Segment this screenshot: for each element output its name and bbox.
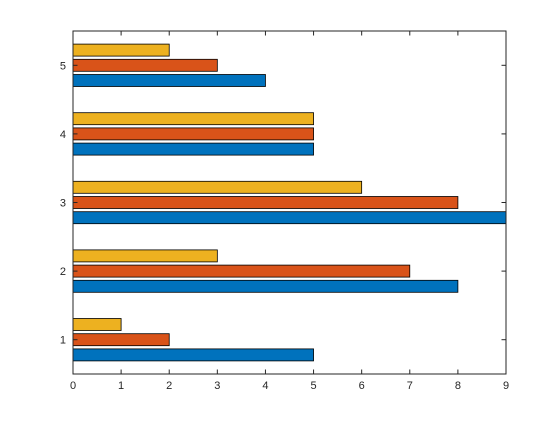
x-tick-label: 0 (70, 380, 76, 392)
ticks-layer (72, 31, 507, 374)
bar-series3-cat1 (72, 318, 122, 331)
bar-series2-cat1 (72, 333, 170, 347)
x-tick-label: 5 (310, 380, 316, 392)
tick-labels-layer: 0 1 2 3 4 5 6 7 8 9 1 2 3 4 5 (60, 60, 509, 392)
bar-series3-cat4 (72, 112, 314, 126)
bars-layer (72, 43, 507, 362)
bar-series3-cat5 (72, 43, 170, 57)
bar-series3-cat3 (72, 180, 363, 194)
x-tick-label: 8 (455, 380, 461, 392)
bar-series2-cat2 (72, 264, 411, 278)
bar-series2-cat5 (72, 58, 218, 72)
x-tick-label: 2 (166, 380, 172, 392)
x-tick-label: 3 (214, 380, 220, 392)
x-tick-label: 1 (118, 380, 124, 392)
bar-series1-cat5 (72, 74, 266, 87)
y-tick-label: 2 (60, 266, 66, 278)
x-tick-label: 9 (503, 380, 509, 392)
bar-series1-cat3 (72, 211, 507, 225)
y-tick-label: 5 (60, 60, 66, 72)
bar-series1-cat4 (72, 142, 314, 156)
y-tick-label: 1 (60, 335, 66, 347)
bar-series1-cat2 (72, 279, 459, 293)
bar-series2-cat4 (72, 127, 314, 141)
x-tick-label: 7 (407, 380, 413, 392)
bar-series2-cat3 (72, 196, 459, 209)
x-tick-label: 4 (262, 380, 268, 392)
bar-series1-cat1 (72, 348, 314, 362)
y-tick-label: 4 (60, 129, 66, 141)
x-tick-label: 6 (359, 380, 365, 392)
y-tick-label: 3 (60, 198, 66, 210)
bar-series3-cat2 (72, 249, 218, 263)
